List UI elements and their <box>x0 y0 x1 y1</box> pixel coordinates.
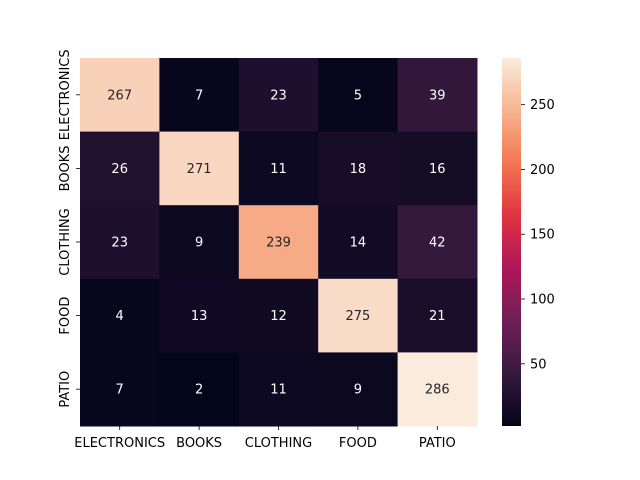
heatmap-cell <box>80 205 160 280</box>
heatmap-cell <box>318 278 399 353</box>
heatmap-cell <box>318 58 399 133</box>
x-tick-label: CLOTHING <box>245 436 312 451</box>
colorbar-tick-label: 100 <box>530 293 555 308</box>
heatmap-cell <box>318 205 399 280</box>
heatmap-cell <box>318 131 399 206</box>
y-tick-label: ELECTRONICS <box>58 49 73 140</box>
cell-value-label: 39 <box>429 88 446 103</box>
x-tick-label: BOOKS <box>176 436 222 451</box>
cell-value-label: 42 <box>429 236 446 251</box>
cell-value-label: 9 <box>195 236 203 251</box>
x-axis: ELECTRONICS BOOKS CLOTHING FOOD PATIO <box>74 426 456 451</box>
y-tick-label: CLOTHING <box>58 208 73 275</box>
colorbar-tick-label: 150 <box>530 228 555 243</box>
cell-value-label: 16 <box>429 162 446 177</box>
colorbar-tick-label: 200 <box>530 163 555 178</box>
cell-value-label: 4 <box>116 309 124 324</box>
heatmap-cell <box>159 205 240 280</box>
colorbar-tick-label: 250 <box>530 98 555 113</box>
heatmap-cell <box>80 58 160 133</box>
colorbar-tick-label: 50 <box>530 357 547 372</box>
cell-value-label: 23 <box>270 88 287 103</box>
cell-value-label: 18 <box>350 162 367 177</box>
cell-value-label: 26 <box>111 162 128 177</box>
heatmap-cell <box>238 58 319 133</box>
cell-value-label: 286 <box>425 383 450 398</box>
y-axis: ELECTRONICS BOOKS CLOTHING FOOD PATIO <box>58 49 80 408</box>
heatmap-cell <box>397 58 478 133</box>
cell-value-label: 21 <box>429 309 446 324</box>
heatmap-cell <box>80 352 160 427</box>
cell-value-label: 11 <box>270 383 287 398</box>
cell-value-label: 2 <box>195 383 203 398</box>
y-tick-label: FOOD <box>58 297 73 335</box>
heatmap-cell <box>318 352 399 427</box>
heatmap-cell <box>397 352 478 427</box>
heatmap-cell <box>159 131 240 206</box>
cell-value-label: 12 <box>270 309 287 324</box>
heatmap-cell <box>238 205 319 280</box>
heatmap-cell <box>80 131 160 206</box>
colorbar: 50 100 150 200 250 <box>502 58 555 426</box>
cell-value-label: 267 <box>107 88 132 103</box>
cell-value-label: 5 <box>354 88 362 103</box>
heatmap-cell <box>397 131 478 206</box>
cell-value-label: 13 <box>191 309 208 324</box>
cell-value-label: 23 <box>111 236 128 251</box>
cell-value-label: 239 <box>266 236 291 251</box>
cell-value-label: 7 <box>195 88 203 103</box>
y-tick-label: BOOKS <box>58 145 73 191</box>
cell-value-label: 11 <box>270 162 287 177</box>
cell-value-label: 275 <box>345 309 370 324</box>
heatmap-cell <box>238 131 319 206</box>
heatmap-cells <box>80 58 478 427</box>
heatmap-cell <box>159 58 240 133</box>
colorbar-ticks: 50 100 150 200 250 <box>521 98 555 372</box>
cell-value-label: 7 <box>116 383 124 398</box>
heatmap-cell <box>238 352 319 427</box>
heatmap-cell <box>238 278 319 353</box>
cell-value-label: 271 <box>187 162 212 177</box>
heatmap-cell <box>80 278 160 353</box>
heatmap-cell <box>397 278 478 353</box>
y-tick-label: PATIO <box>58 371 73 408</box>
cell-value-label: 9 <box>354 383 362 398</box>
x-tick-label: ELECTRONICS <box>74 436 165 451</box>
heatmap-cell <box>397 205 478 280</box>
x-tick-label: PATIO <box>419 436 456 451</box>
cell-value-label: 14 <box>350 236 367 251</box>
heatmap-cell <box>159 352 240 427</box>
heatmap-cell <box>159 278 240 353</box>
colorbar-scale <box>502 58 521 426</box>
x-tick-label: FOOD <box>339 436 377 451</box>
